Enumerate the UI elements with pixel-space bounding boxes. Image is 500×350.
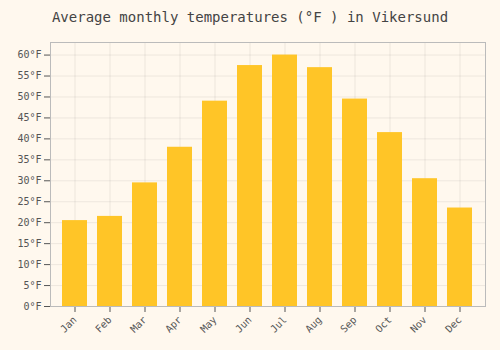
svg-text:Apr: Apr: [163, 314, 184, 335]
svg-text:45°F: 45°F: [17, 112, 41, 123]
svg-text:Nov: Nov: [408, 314, 429, 335]
svg-text:20°F: 20°F: [17, 217, 41, 228]
svg-text:Oct: Oct: [373, 314, 394, 335]
svg-text:Aug: Aug: [303, 314, 324, 335]
svg-text:Sep: Sep: [338, 314, 359, 335]
svg-text:50°F: 50°F: [17, 91, 41, 102]
svg-text:Mar: Mar: [128, 314, 149, 335]
svg-text:10°F: 10°F: [17, 259, 41, 270]
svg-text:55°F: 55°F: [17, 70, 41, 81]
svg-text:Dec: Dec: [443, 314, 464, 335]
svg-text:Feb: Feb: [93, 314, 114, 335]
svg-text:Jan: Jan: [58, 314, 79, 335]
svg-text:0°F: 0°F: [23, 301, 41, 312]
svg-text:40°F: 40°F: [17, 133, 41, 144]
svg-text:May: May: [198, 314, 219, 335]
svg-text:5°F: 5°F: [23, 280, 41, 291]
svg-text:60°F: 60°F: [17, 49, 41, 60]
svg-text:15°F: 15°F: [17, 238, 41, 249]
svg-text:35°F: 35°F: [17, 154, 41, 165]
svg-text:30°F: 30°F: [17, 175, 41, 186]
svg-text:Jun: Jun: [233, 314, 254, 335]
svg-text:Jul: Jul: [268, 314, 289, 335]
html-text:Average monthly temperatures (: Average monthly temperatures (°F ) in Vi…: [51, 9, 449, 25]
svg-text:25°F: 25°F: [17, 196, 41, 207]
